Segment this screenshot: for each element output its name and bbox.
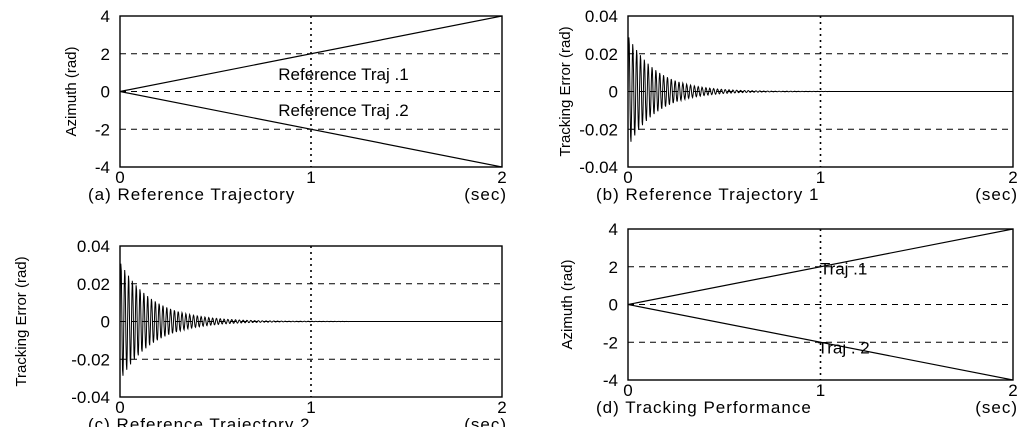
series-annotation: Reference Traj .2 <box>278 101 408 120</box>
y-tick-label: -2 <box>95 120 110 139</box>
panel-caption: (c) Reference Trajectory 2 <box>88 415 311 427</box>
plot-frame <box>119 245 503 398</box>
y-tick-label: -0.04 <box>579 158 618 177</box>
x-unit-label: (sec) <box>464 415 507 427</box>
y-tick-label: 0.04 <box>77 237 110 256</box>
x-tick-label: 1 <box>816 381 825 400</box>
series-annotation: Traj . 2 <box>817 339 869 358</box>
plot-series-group <box>628 229 1013 380</box>
series-line-2 <box>120 90 502 167</box>
y-tick-label: 2 <box>101 45 110 64</box>
series-line-1 <box>628 229 1013 306</box>
y-tick-label: 4 <box>101 7 110 26</box>
plot-series-group <box>628 37 1013 142</box>
x-tick-label: 1 <box>306 398 315 417</box>
panel-caption: (a) Reference Trajectory <box>88 185 295 204</box>
y-tick-label: -0.02 <box>71 350 110 369</box>
plot-frame <box>627 228 1014 381</box>
plot-frame <box>119 15 503 168</box>
y-tick-label: -0.04 <box>71 388 110 407</box>
x-tick-label: 2 <box>1008 168 1017 187</box>
y-tick-label: 0.02 <box>77 275 110 294</box>
plot-series-group <box>120 263 502 376</box>
y-tick-label: 0.02 <box>585 45 618 64</box>
x-unit-label: (sec) <box>975 185 1018 204</box>
y-tick-label: -0.02 <box>579 120 618 139</box>
y-tick-label: 0.04 <box>585 7 618 26</box>
x-tick-label: 2 <box>497 168 506 187</box>
y-tick-label: 0 <box>609 83 618 102</box>
y-tick-label: 2 <box>609 258 618 277</box>
y-axis-label: Tracking Error (rad) <box>13 256 30 386</box>
plot-frame <box>627 15 1014 168</box>
series-annotation: Reference Traj .1 <box>278 65 408 84</box>
x-tick-label: 2 <box>1008 381 1017 400</box>
x-unit-label: (sec) <box>464 185 507 204</box>
x-tick-label: 1 <box>306 168 315 187</box>
y-axis-label: Tracking Error (rad) <box>557 26 574 156</box>
x-unit-label: (sec) <box>975 398 1018 417</box>
y-axis-label: Azimuth (rad) <box>559 259 576 349</box>
panel-caption: (b) Reference Trajectory 1 <box>596 185 819 204</box>
series-line-1 <box>120 263 502 376</box>
x-tick-label: 2 <box>497 398 506 417</box>
x-tick-label: 0 <box>115 168 124 187</box>
plot-series-group <box>120 16 502 167</box>
y-tick-label: 0 <box>101 83 110 102</box>
series-line-1 <box>120 16 502 93</box>
y-tick-label: 4 <box>609 220 618 239</box>
chart-panel-2: 0.04 0.02 0 -0.02 -0.04 0 1 2 Tracking Error (ra… <box>557 7 1018 204</box>
x-tick-label: 0 <box>623 381 632 400</box>
chart-panel-1: 4 2 0 -2 -4 0 1 2 Azimuth (rad) (a) Reference Tra… <box>63 7 507 204</box>
x-tick-label: 0 <box>623 168 632 187</box>
chart-panel-4: 4 2 0 -2 -4 0 1 2 Azimuth (rad) (d) Tracking Perf… <box>559 220 1018 417</box>
y-axis-label: Azimuth (rad) <box>63 46 80 136</box>
y-tick-label: 0 <box>101 313 110 332</box>
x-tick-label: 1 <box>816 168 825 187</box>
y-tick-label: -4 <box>95 158 110 177</box>
y-tick-label: 0 <box>609 296 618 315</box>
x-tick-label: 0 <box>115 398 124 417</box>
y-tick-label: -4 <box>603 371 618 390</box>
chart-panel-3: 0.04 0.02 0 -0.02 -0.04 0 1 2 Tracking Error (ra… <box>13 237 507 427</box>
panel-caption: (d) Tracking Performance <box>596 398 812 417</box>
y-tick-label: -2 <box>603 333 618 352</box>
series-line-2 <box>628 303 1013 380</box>
series-annotation: Traj .1 <box>820 259 868 278</box>
series-line-1 <box>628 37 1013 142</box>
